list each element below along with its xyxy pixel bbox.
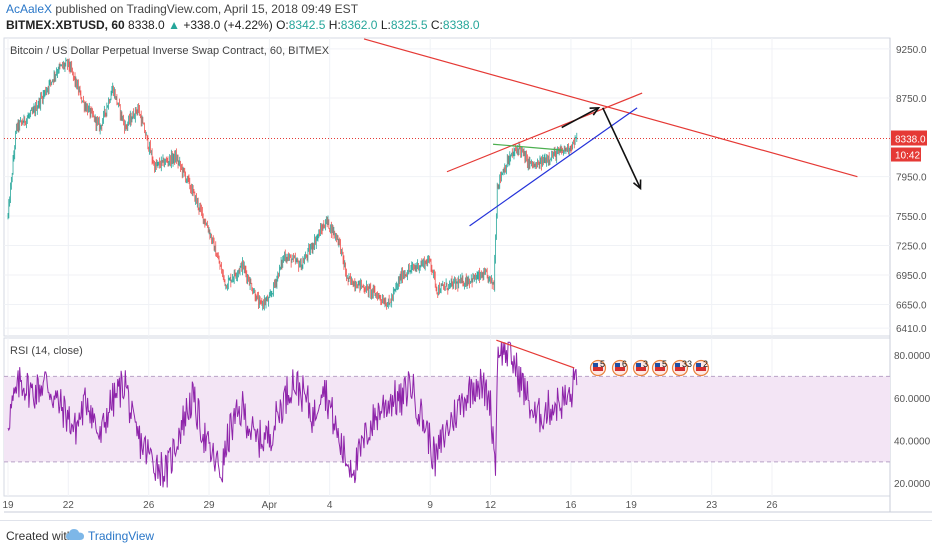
date-tick-label: 9: [427, 500, 433, 511]
trendline-red[interactable]: [446, 92, 643, 173]
price-tick-label: 6410.0: [896, 324, 927, 335]
flag-stripe-icon: [675, 367, 685, 371]
rsi-series-line: [7, 341, 578, 488]
date-tick-label: 19: [2, 500, 14, 511]
flag-stripe-icon: [636, 367, 646, 371]
countdown-badge-label: 10:42: [895, 151, 920, 162]
price-tick-label: 7550.0: [896, 212, 927, 223]
trendlines[interactable]: [363, 38, 858, 227]
event-badge[interactable]: 2: [692, 359, 710, 377]
event-count: 6: [622, 359, 627, 369]
open-label: O:: [276, 18, 289, 32]
rsi-y-axis-labels: 80.0000 60.0000 40.0000 20.0000: [894, 351, 931, 490]
candlestick-series: [7, 57, 578, 311]
rsi-tick-label: 40.0000: [894, 436, 931, 447]
arrow-shaft[interactable]: [561, 107, 599, 129]
event-badge[interactable]: 33: [671, 359, 693, 377]
price-grid: [4, 38, 890, 336]
flag-canton-icon: [655, 363, 660, 367]
change-value: +338.0 (+4.22%): [183, 18, 273, 32]
date-tick-label: 23: [706, 500, 718, 511]
price-badges: 8338.0 10:42: [891, 130, 927, 162]
event-badges[interactable]: 5 6 3 5 33 2: [589, 359, 710, 377]
last-price-value: 8338.0: [128, 18, 165, 32]
footer: Created with TradingView: [0, 520, 932, 551]
ohlc-line: BITMEX:XBTUSD, 60 8338.0 ▲ +338.0 (+4.22…: [6, 18, 480, 32]
author-link[interactable]: AcAaleX: [6, 2, 53, 16]
price-tick-label: 9250.0: [896, 45, 927, 56]
rsi-tick-label: 80.0000: [894, 351, 931, 362]
tradingview-brand-link[interactable]: TradingView: [88, 529, 155, 543]
flag-canton-icon: [593, 363, 598, 367]
chart-canvas[interactable]: 5 6 3 5 33 2 9250.0 8750.0 7950.0 7550.0 7250.0 69…: [0, 36, 932, 520]
arrow-head-icon[interactable]: [589, 106, 601, 116]
flag-canton-icon: [636, 363, 641, 367]
flag-stripe-icon: [696, 367, 706, 371]
event-count: 2: [703, 359, 708, 369]
price-tick-label: 7250.0: [896, 242, 927, 253]
low-value: 8325.5: [390, 18, 428, 32]
drawn-arrows[interactable]: [561, 106, 642, 191]
event-count: 5: [600, 359, 605, 369]
arrow-shaft[interactable]: [602, 107, 642, 189]
event-count: 33: [682, 359, 692, 369]
countdown-badge: [891, 147, 921, 162]
date-tick-label: 4: [327, 500, 333, 511]
event-badge[interactable]: 3: [632, 359, 650, 377]
event-badge[interactable]: 5: [651, 359, 669, 377]
flag-stripe-icon: [593, 367, 603, 371]
rsi-band: [4, 375, 890, 463]
date-tick-label: 26: [766, 500, 778, 511]
price-tick-label: 6950.0: [896, 271, 927, 282]
flag-canton-icon: [615, 363, 620, 367]
event-badge[interactable]: 6: [611, 359, 629, 377]
chart-header: AcAaleX published on TradingView.com, Ap…: [0, 0, 932, 36]
high-label: H:: [328, 18, 341, 32]
price-tick-label: 7950.0: [896, 173, 927, 184]
trendline-blue[interactable]: [469, 107, 638, 227]
created-with-label: Created with: [6, 529, 74, 543]
up-arrow-icon: ▲: [168, 18, 180, 32]
publish-line: AcAaleX published on TradingView.com, Ap…: [6, 2, 358, 16]
y-axis-labels: 9250.0 8750.0 7950.0 7550.0 7250.0 6950.0 6650…: [896, 45, 927, 335]
flag-canton-icon: [696, 363, 701, 367]
flag-stripe-icon: [655, 367, 665, 371]
last-price-badge-label: 8338.0: [895, 135, 926, 146]
close-label: C:: [430, 18, 443, 32]
published-text: published on TradingView.com, April 15, …: [55, 2, 359, 16]
date-tick-label: Apr: [262, 500, 278, 511]
date-tick-label: 19: [626, 500, 638, 511]
open-value: 8342.5: [288, 18, 326, 32]
price-tick-label: 8750.0: [896, 94, 927, 105]
x-axis-labels: 19 22 26 29 Apr 4 9 12 16 19 23 26: [2, 500, 778, 511]
trendline-red[interactable]: [363, 38, 858, 178]
flag-stripe-icon: [615, 367, 625, 371]
date-tick-label: 12: [485, 500, 497, 511]
rsi-tick-label: 20.0000: [894, 479, 931, 490]
price-chart-title: Bitcoin / US Dollar Perpetual Inverse Sw…: [10, 45, 330, 57]
event-count: 5: [662, 359, 667, 369]
date-tick-label: 16: [565, 500, 577, 511]
high-value: 8362.0: [340, 18, 378, 32]
arrow-head-icon[interactable]: [632, 179, 642, 191]
low-label: L:: [380, 18, 391, 32]
event-count: 3: [643, 359, 648, 369]
close-value: 8338.0: [442, 18, 480, 32]
rsi-tick-label: 60.0000: [894, 394, 931, 405]
rsi-trendline[interactable]: [496, 339, 575, 369]
price-tick-label: 6650.0: [896, 301, 927, 312]
date-tick-label: 26: [143, 500, 155, 511]
rsi-title: RSI (14, close): [10, 345, 83, 357]
last-price-badge: [891, 130, 927, 146]
date-tick-label: 22: [63, 500, 75, 511]
rsi-band-fill: [4, 376, 890, 462]
trendline-green[interactable]: [492, 143, 563, 151]
symbol-label: BITMEX:XBTUSD, 60: [6, 18, 125, 32]
tradingview-cloud-icon[interactable]: [66, 528, 84, 547]
rsi-line: [7, 339, 578, 488]
flag-canton-icon: [675, 363, 680, 367]
date-tick-label: 29: [203, 500, 215, 511]
event-badge[interactable]: 5: [589, 359, 607, 377]
